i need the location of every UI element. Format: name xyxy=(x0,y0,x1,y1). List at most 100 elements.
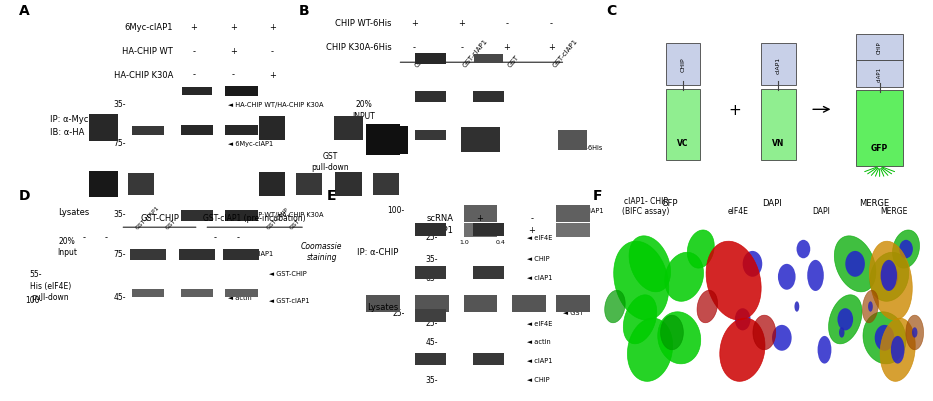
Text: 1.0: 1.0 xyxy=(459,239,468,244)
Bar xyxy=(414,130,447,141)
Bar xyxy=(414,310,447,322)
Text: ◄ 6Myc-cIAP1: ◄ 6Myc-cIAP1 xyxy=(228,251,273,257)
Text: 0.4: 0.4 xyxy=(495,239,506,244)
Text: CHIP WT-6His: CHIP WT-6His xyxy=(335,19,392,28)
Text: +: + xyxy=(269,23,276,32)
Ellipse shape xyxy=(778,264,796,290)
Ellipse shape xyxy=(881,264,898,290)
Text: Lysates: Lysates xyxy=(368,302,398,311)
Bar xyxy=(856,34,903,61)
Text: eIF4E: eIF4E xyxy=(728,207,748,215)
Bar xyxy=(258,116,285,140)
Text: HA-CHIP WT: HA-CHIP WT xyxy=(122,47,174,56)
Bar xyxy=(225,87,258,97)
Bar xyxy=(225,126,258,136)
Ellipse shape xyxy=(838,308,853,330)
Ellipse shape xyxy=(868,302,873,312)
Text: D: D xyxy=(19,188,30,203)
Bar xyxy=(367,125,400,156)
Ellipse shape xyxy=(773,325,791,351)
Text: cIAP1- CHIP
(BIFC assay): cIAP1- CHIP (BIFC assay) xyxy=(622,196,669,215)
Text: ◄ CHIP: ◄ CHIP xyxy=(526,376,550,382)
Bar xyxy=(414,266,447,279)
Bar xyxy=(414,92,447,103)
Polygon shape xyxy=(893,231,920,268)
Polygon shape xyxy=(658,312,701,364)
Text: 35-: 35- xyxy=(114,100,126,109)
Bar xyxy=(258,172,285,196)
Text: -: - xyxy=(104,233,108,241)
Polygon shape xyxy=(870,253,909,302)
Text: 35-: 35- xyxy=(114,210,126,219)
Polygon shape xyxy=(627,318,673,381)
Bar xyxy=(132,126,164,136)
Ellipse shape xyxy=(845,251,865,277)
Bar xyxy=(414,223,447,236)
Text: MERGE: MERGE xyxy=(881,207,908,215)
Bar xyxy=(181,290,214,298)
Bar xyxy=(761,44,796,85)
Text: +: + xyxy=(503,43,510,52)
Text: Coomassie
staining: Coomassie staining xyxy=(301,242,342,262)
Text: GST: GST xyxy=(414,54,428,69)
Text: ◄ CHIP: ◄ CHIP xyxy=(526,256,550,262)
Bar xyxy=(129,174,155,195)
Text: ◄ CHIP-6His: ◄ CHIP-6His xyxy=(563,144,602,150)
Polygon shape xyxy=(834,236,876,292)
Bar xyxy=(464,224,497,237)
Text: ◄ GST-cIAP1: ◄ GST-cIAP1 xyxy=(269,297,309,303)
Text: -: - xyxy=(505,19,508,28)
Text: siclAP1: siclAP1 xyxy=(424,225,453,234)
Text: -: - xyxy=(460,43,464,52)
Polygon shape xyxy=(880,318,915,381)
Polygon shape xyxy=(870,241,912,320)
Text: CHIP K30A-6His: CHIP K30A-6His xyxy=(327,43,392,52)
Bar xyxy=(556,295,590,312)
Ellipse shape xyxy=(817,336,831,364)
Text: ◄ HA-CHIP WT/HA-CHIP K30A: ◄ HA-CHIP WT/HA-CHIP K30A xyxy=(228,101,324,107)
Polygon shape xyxy=(906,316,924,350)
Text: ◄ GST-cIAP1: ◄ GST-cIAP1 xyxy=(563,207,603,213)
Text: 75-: 75- xyxy=(114,139,126,148)
Text: cIAP1: cIAP1 xyxy=(776,56,781,73)
Text: 63-: 63- xyxy=(425,273,438,282)
Text: GST: GST xyxy=(288,218,300,231)
Ellipse shape xyxy=(795,302,800,312)
Bar xyxy=(415,295,449,312)
Text: ◄ cIAP1: ◄ cIAP1 xyxy=(526,275,552,281)
Bar xyxy=(665,44,701,85)
Ellipse shape xyxy=(899,240,912,259)
Text: GFP: GFP xyxy=(661,198,677,207)
Polygon shape xyxy=(706,241,761,320)
Text: -: - xyxy=(530,214,534,223)
Ellipse shape xyxy=(735,308,750,330)
Bar xyxy=(183,87,212,96)
Ellipse shape xyxy=(839,328,844,338)
Text: +: + xyxy=(230,23,237,32)
Text: +: + xyxy=(476,214,483,223)
Text: GST
pull-down: GST pull-down xyxy=(312,151,349,171)
Bar xyxy=(181,126,214,136)
Text: +: + xyxy=(190,23,198,32)
Text: HA-CHIP K30A: HA-CHIP K30A xyxy=(114,70,174,79)
Polygon shape xyxy=(829,295,862,344)
Text: ◄ GST-CHIP: ◄ GST-CHIP xyxy=(269,271,306,277)
Text: 35-: 35- xyxy=(392,143,404,152)
Bar xyxy=(761,89,796,161)
Bar xyxy=(225,290,258,298)
Text: +: + xyxy=(230,47,237,56)
Text: ◄ eIF4E: ◄ eIF4E xyxy=(526,320,552,326)
Text: +: + xyxy=(411,19,418,28)
Text: His (eIF4E)
pull-down: His (eIF4E) pull-down xyxy=(30,282,71,302)
Bar xyxy=(131,249,166,260)
Ellipse shape xyxy=(891,336,904,364)
Text: -: - xyxy=(192,70,196,79)
Bar xyxy=(225,211,258,221)
Ellipse shape xyxy=(881,260,897,291)
Text: ◄ GST: ◄ GST xyxy=(563,310,583,316)
Text: GST-cIAP1: GST-cIAP1 xyxy=(551,38,578,69)
Text: -: - xyxy=(550,19,553,28)
Bar xyxy=(388,126,408,154)
Bar xyxy=(464,295,497,312)
Text: +: + xyxy=(548,43,555,52)
